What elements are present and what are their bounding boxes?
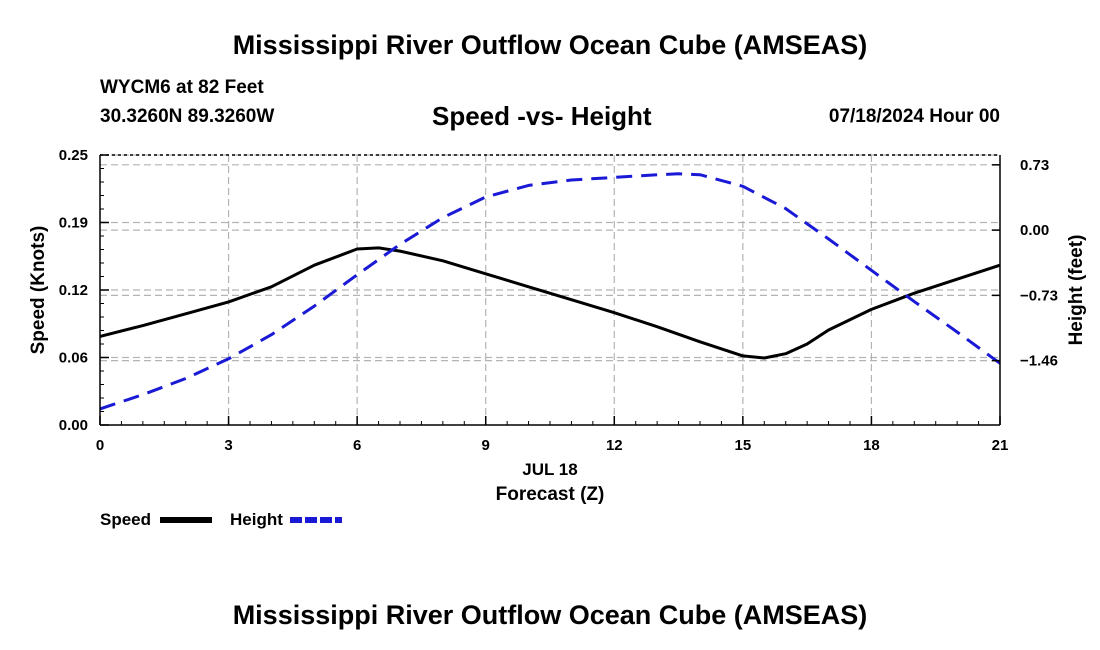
x-tick-label: 9 [482,437,490,454]
x-tick-label: 12 [606,437,623,454]
x-tick-label: 18 [863,437,880,454]
grid-layer [100,154,1000,425]
x-tick-label: 6 [353,437,361,454]
x-sublabel: JUL 18 [522,460,577,479]
chart-title: Speed -vs- Height [432,101,652,131]
y-tick-label: 0.12 [59,282,88,299]
legend-speed-label: Speed [100,510,152,529]
footer-title: Mississippi River Outflow Ocean Cube (AM… [232,600,868,630]
y-axis-title: Speed (Knots) [28,226,49,355]
x-axis-title: Forecast (Z) [496,484,605,505]
y2-tick-label: −1.46 [1020,353,1058,370]
x-tick-label: 15 [735,437,752,454]
y2-tick-label: 0.73 [1020,157,1049,174]
series-speed-line [99,246,1001,360]
y-tick-label: 0.06 [59,350,88,367]
y2-tick-label: −0.73 [1020,287,1058,304]
x-tick-label: 0 [96,437,104,454]
y-tick-label: 0.25 [59,147,88,164]
station-label: WYCM6 at 82 Feet [100,77,264,98]
x-tick-label: 3 [224,437,232,454]
labels-layer: 0 3 6 9 12 15 18 21 0.00 0.06 0.12 0.19 0.25 0.73 0.00… [28,147,1087,505]
y-tick-label: 0.00 [59,417,88,434]
coordinates-label: 30.3260N 89.3260W [100,106,275,127]
series-height-line [99,172,1001,411]
axes-layer [99,154,1001,426]
x-tick-label: 21 [992,437,1009,454]
series-layer [99,172,1001,411]
legend-height-swatch [290,517,342,523]
y2-axis-title: Height (feet) [1066,235,1087,346]
legend-speed-swatch [160,517,212,523]
page-title: Mississippi River Outflow Ocean Cube (AM… [232,30,868,60]
y2-tick-label: 0.00 [1020,222,1049,239]
legend-height-label: Height [230,510,283,529]
y-tick-label: 0.19 [59,215,88,232]
forecast-datetime: 07/18/2024 Hour 00 [828,106,1000,127]
